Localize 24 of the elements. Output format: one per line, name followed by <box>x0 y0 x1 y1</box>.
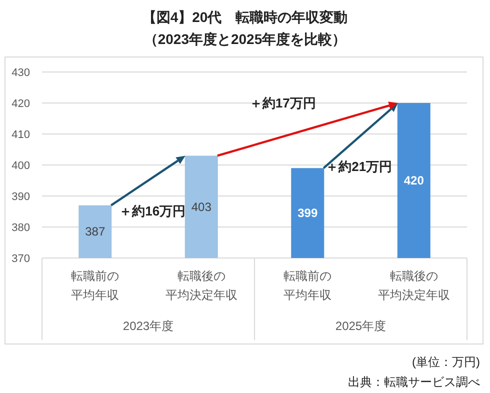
data-label: 387 <box>85 224 106 239</box>
x-tick-label: 転職前の平均年収 <box>71 269 120 302</box>
y-tick-label: 390 <box>12 191 30 203</box>
y-tick-label: 410 <box>12 129 30 141</box>
chart-title: 【図4】20代 転職時の年収変動 <box>142 9 348 25</box>
y-tick-label: 430 <box>12 67 30 79</box>
x-tick-label: 転職後の平均決定年収 <box>378 269 450 302</box>
text: (単位：万円) <box>412 355 480 369</box>
y-tick-label: 370 <box>12 253 30 265</box>
y-tick-label: 400 <box>12 160 30 172</box>
text: 2023年度 <box>122 319 174 333</box>
x-tick-label: 転職後の平均決定年収 <box>165 269 238 302</box>
data-label: 420 <box>404 174 424 188</box>
x-tick-label: 転職前の平均年収 <box>284 269 332 302</box>
data-label: 403 <box>191 200 212 214</box>
y-tick-label: 420 <box>12 98 30 110</box>
source-note: 出典：転職サービス調べ <box>348 375 480 389</box>
y-tick-label: 380 <box>12 222 30 234</box>
annotation: ＋約21万円 <box>326 159 392 174</box>
chart-subtitle: （2023年度と2025年度を比較） <box>144 31 346 47</box>
data-label: 399 <box>298 206 318 220</box>
annotation: ＋約17万円 <box>249 95 316 110</box>
text: 2025年度 <box>335 319 386 333</box>
annotation: ＋約16万円 <box>119 203 186 218</box>
